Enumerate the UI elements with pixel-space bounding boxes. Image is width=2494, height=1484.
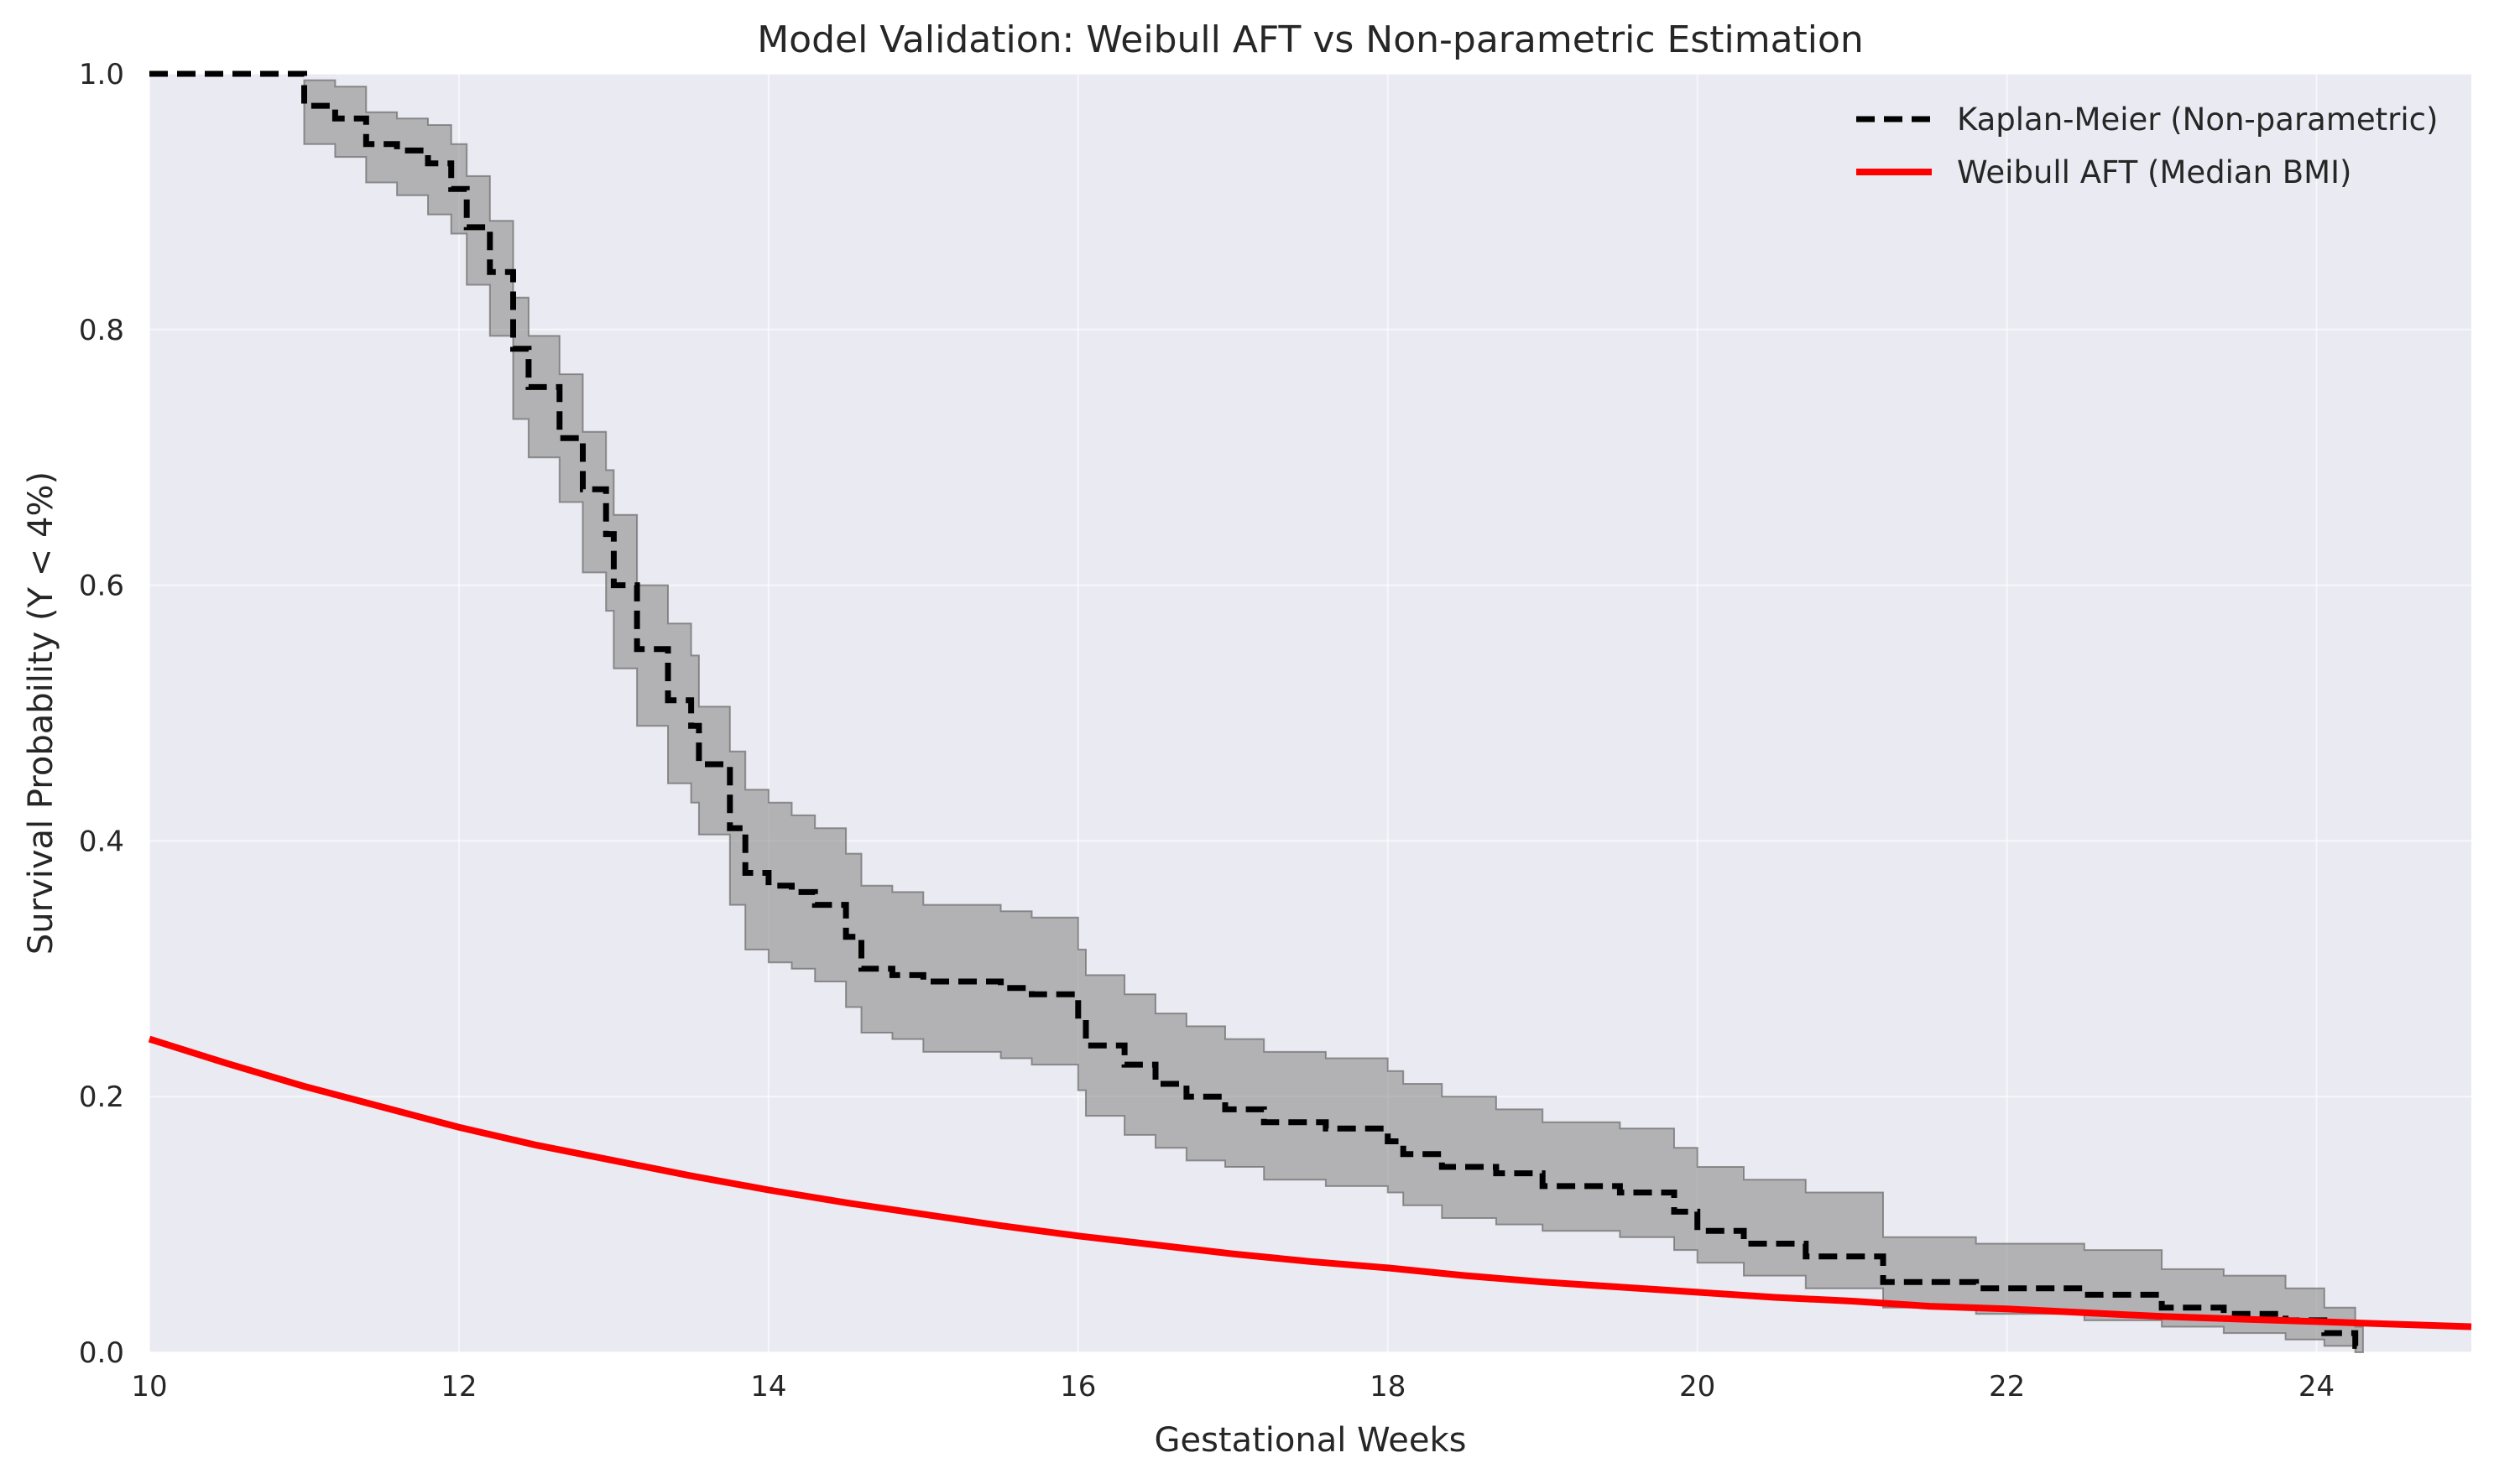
x-tick-label: 10: [131, 1370, 167, 1403]
x-tick-label: 22: [1989, 1370, 2025, 1403]
chart-title: Model Validation: Weibull AFT vs Non-par…: [757, 18, 1864, 61]
km-confidence-band: [303, 79, 2364, 1353]
y-tick-label: 0.6: [79, 570, 124, 603]
x-tick-label: 18: [1370, 1370, 1406, 1403]
x-tick-label: 12: [441, 1370, 477, 1403]
y-tick-label: 0.0: [79, 1336, 124, 1370]
x-axis-label: Gestational Weeks: [1154, 1421, 1466, 1460]
legend-label-km: Kaplan-Meier (Non-parametric): [1957, 102, 2438, 138]
x-tick-label: 14: [750, 1370, 786, 1403]
weibull-line: [148, 1035, 2472, 1330]
y-tick-label: 1.0: [79, 58, 124, 91]
confidence-band-layer: [303, 79, 2364, 1353]
x-tick-label: 16: [1060, 1370, 1096, 1403]
y-tick-label: 0.8: [79, 314, 124, 347]
km-step-line: [149, 70, 2363, 1349]
x-tick-label: 20: [1679, 1370, 1715, 1403]
tick-labels: 10 12 14 16 18 20 22 24 0.0 0.2 0.4 0.6 0.8 1.0: [79, 58, 2335, 1403]
x-tick-label: 24: [2298, 1370, 2335, 1403]
series-layer: [148, 70, 2472, 1349]
y-tick-label: 0.4: [79, 825, 124, 858]
y-axis-label: Survival Probability (Y < 4%): [22, 471, 60, 955]
legend-label-weibull: Weibull AFT (Median BMI): [1957, 154, 2351, 190]
y-tick-label: 0.2: [79, 1080, 124, 1114]
legend: Kaplan-Meier (Non-parametric) Weibull AF…: [1856, 102, 2438, 190]
